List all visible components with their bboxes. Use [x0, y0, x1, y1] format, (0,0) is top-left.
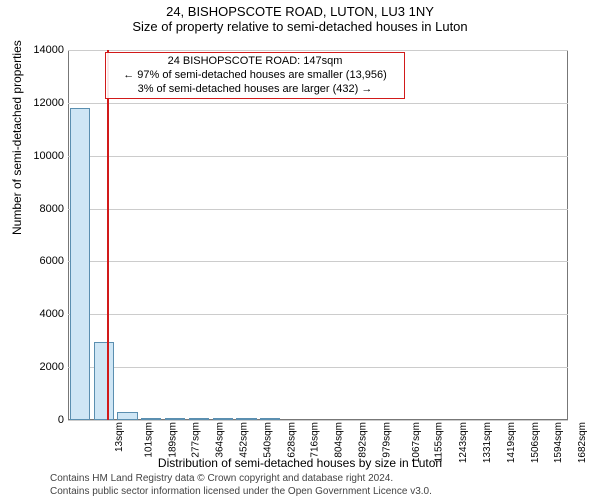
x-tick-label: 189sqm [167, 422, 178, 458]
annotation-line-1: 24 BISHOPSCOTE ROAD: 147sqm [112, 55, 398, 69]
gridline [68, 261, 568, 262]
y-tick-label: 12000 [26, 97, 64, 109]
footer: Contains HM Land Registry data © Crown c… [50, 472, 432, 498]
gridline [68, 209, 568, 210]
x-tick-label: 628sqm [286, 422, 297, 458]
x-tick-label: 979sqm [381, 422, 392, 458]
histogram-bar [213, 418, 233, 420]
gridline [68, 314, 568, 315]
histogram-bar [94, 342, 114, 420]
x-tick-label: 364sqm [215, 422, 226, 458]
footer-line-1: Contains HM Land Registry data © Crown c… [50, 472, 432, 485]
x-tick-label: 452sqm [239, 422, 250, 458]
y-tick-label: 0 [26, 414, 64, 426]
x-tick-label: 892sqm [358, 422, 369, 458]
subtitle: Size of property relative to semi-detach… [0, 19, 600, 34]
histogram-bar [260, 418, 280, 420]
histogram-bar [117, 412, 137, 420]
x-tick-label: 540sqm [262, 422, 273, 458]
histogram-bar [70, 108, 90, 420]
gridline [68, 50, 568, 51]
x-tick-label: 101sqm [143, 422, 154, 458]
histogram-bar [189, 418, 209, 420]
axis-border [68, 50, 568, 420]
x-tick-label: 13sqm [114, 422, 125, 452]
property-marker-line [107, 50, 109, 420]
y-tick-label: 14000 [26, 44, 64, 56]
histogram-bar [141, 418, 161, 420]
gridline [68, 156, 568, 157]
x-tick-label: 804sqm [334, 422, 345, 458]
x-tick-label: 277sqm [191, 422, 202, 458]
annotation-box: 24 BISHOPSCOTE ROAD: 147sqm ← 97% of sem… [105, 52, 405, 99]
histogram-bar [236, 418, 256, 420]
gridline [68, 103, 568, 104]
address-line: 24, BISHOPSCOTE ROAD, LUTON, LU3 1NY [0, 4, 600, 19]
annotation-line-2: ← 97% of semi-detached houses are smalle… [112, 69, 398, 83]
histogram-bar [165, 418, 185, 420]
y-tick-label: 10000 [26, 150, 64, 162]
x-tick-label: 716sqm [310, 422, 321, 458]
header: 24, BISHOPSCOTE ROAD, LUTON, LU3 1NY Siz… [0, 0, 600, 34]
gridline [68, 367, 568, 368]
y-tick-label: 2000 [26, 361, 64, 373]
footer-line-2: Contains public sector information licen… [50, 485, 432, 498]
annotation-line-3: 3% of semi-detached houses are larger (4… [112, 83, 398, 97]
y-tick-label: 4000 [26, 308, 64, 320]
y-tick-label: 8000 [26, 203, 64, 215]
y-tick-label: 6000 [26, 255, 64, 267]
x-axis-label: Distribution of semi-detached houses by … [0, 456, 600, 470]
y-axis-label: Number of semi-detached properties [10, 40, 24, 235]
gridline [68, 420, 568, 421]
chart-plot-area: 0200040006000800010000120001400013sqm101… [68, 50, 568, 420]
